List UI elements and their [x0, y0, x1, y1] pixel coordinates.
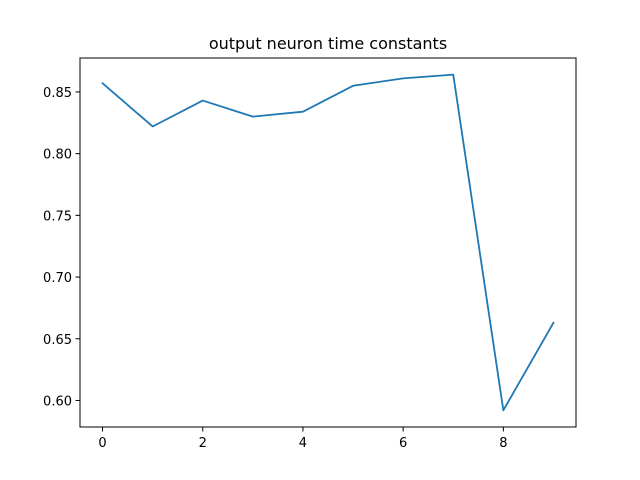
y-tick-label: 0.65: [43, 333, 72, 348]
y-tick-label: 0.60: [43, 394, 72, 409]
plot-area: 0 2 4 6 8 0.60 0.65 0.70 0.75 0.80 0.85: [43, 57, 577, 451]
y-tick-label: 0.75: [43, 209, 72, 224]
x-tick-label: 0: [98, 436, 106, 451]
axes-frame: [79, 57, 577, 428]
series-line-0: [101, 73, 555, 412]
y-tick-label: 0.80: [43, 148, 72, 163]
x-tick-label: 2: [199, 436, 207, 451]
x-tick-label: 6: [399, 436, 407, 451]
y-tick-label: 0.85: [43, 86, 72, 101]
chart-title: output neuron time constants: [209, 34, 447, 53]
x-tick-label: 4: [299, 436, 307, 451]
y-tick-label: 0.70: [43, 271, 72, 286]
x-tick-label: 8: [499, 436, 507, 451]
